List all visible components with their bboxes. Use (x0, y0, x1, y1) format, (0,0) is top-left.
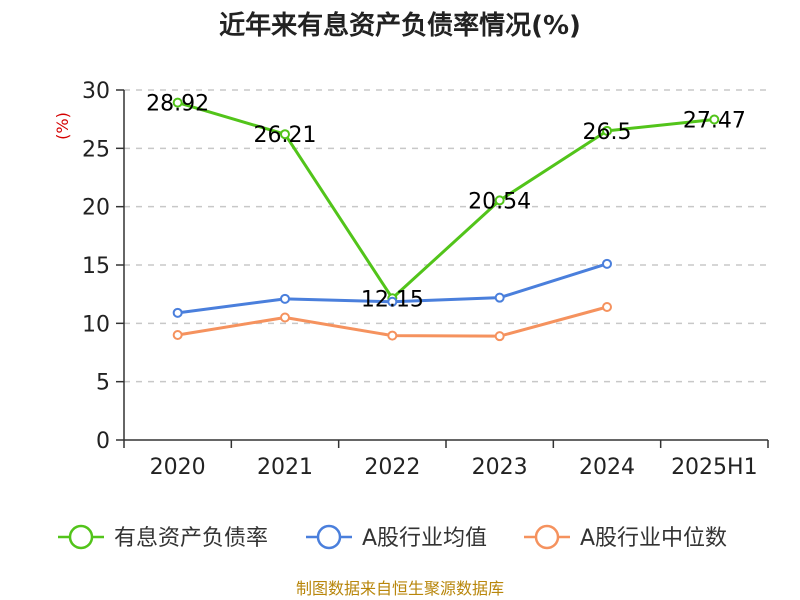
data-point (172, 330, 183, 340)
y-tick-label: 25 (82, 137, 110, 162)
data-point (494, 292, 505, 303)
data-label: 28.92 (146, 92, 209, 117)
data-point (387, 296, 398, 307)
x-tick-label: 2021 (257, 455, 313, 480)
legend-marker (534, 524, 560, 550)
legend: 有息资产负债率 A股行业均值 A股行业中位数 (58, 524, 727, 551)
data-label: 20.54 (468, 189, 531, 214)
data-point (172, 307, 183, 318)
data-point (602, 258, 612, 269)
legend-label: A股行业均值 (362, 526, 487, 551)
data-point (709, 114, 720, 125)
legend-marker (316, 524, 342, 550)
data-point (494, 331, 505, 342)
data-label: 12.15 (361, 287, 424, 312)
data-labels: 28.92 26.21 12.15 20.54 26.5 27.47 (146, 92, 746, 313)
legend-label: A股行业中位数 (580, 526, 727, 551)
chart-title: 近年来有息资产负债率情况(%) (219, 10, 581, 41)
data-point (602, 125, 612, 136)
data-label: 27.47 (683, 109, 746, 134)
legend-item: A股行业中位数 (524, 524, 727, 551)
x-tick-label: 2024 (579, 455, 635, 480)
data-series (172, 97, 720, 342)
data-point (280, 293, 290, 304)
series-group (172, 302, 612, 342)
series-group (172, 258, 612, 318)
y-tick-label: 5 (96, 371, 110, 396)
y-axis-title: (%) (53, 112, 72, 140)
x-tick-label: 2023 (472, 455, 528, 480)
legend-marker (68, 524, 94, 550)
data-point (602, 302, 612, 312)
y-tick-label: 30 (82, 79, 110, 104)
data-label: 26.21 (254, 123, 317, 148)
data-point (280, 312, 290, 323)
series-line (176, 101, 716, 300)
data-label: 26.5 (583, 120, 632, 145)
legend-item: A股行业均值 (306, 524, 487, 551)
legend-label: 有息资产负债率 (114, 526, 268, 551)
axes: 0 5 10 15 20 25 30 2020 2021 2022 2023 2024 2025H1 (82, 79, 769, 480)
legend-item: 有息资产负债率 (58, 524, 268, 551)
data-point (494, 195, 505, 206)
data-point (280, 129, 290, 140)
x-tick-label: 2025H1 (671, 455, 758, 480)
source-note: 制图数据来自恒生聚源数据库 (296, 579, 504, 598)
data-point (172, 97, 183, 108)
y-tick-label: 20 (82, 196, 110, 221)
y-tick-label: 0 (96, 429, 110, 454)
x-tick-label: 2022 (364, 455, 420, 480)
data-point (387, 330, 398, 341)
y-tick-label: 15 (82, 254, 110, 279)
y-tick-label: 10 (82, 312, 110, 337)
x-tick-label: 2020 (150, 455, 206, 480)
grid-lines (124, 89, 768, 383)
